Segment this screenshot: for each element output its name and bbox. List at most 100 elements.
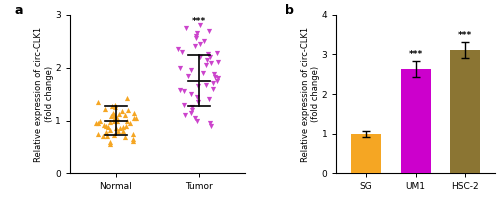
Point — [192, 116, 200, 120]
Text: a: a — [14, 4, 22, 17]
Bar — [401, 69, 430, 173]
Point — [121, 113, 129, 117]
Point — [198, 71, 206, 75]
Point — [118, 109, 126, 113]
Bar — [450, 50, 480, 173]
Point — [102, 130, 110, 134]
Point — [196, 24, 204, 27]
Point — [100, 135, 108, 138]
Point — [196, 55, 204, 59]
Point — [110, 119, 118, 122]
Point — [126, 121, 134, 125]
Point — [109, 111, 117, 114]
Point — [192, 34, 200, 37]
Point — [119, 129, 127, 133]
Point — [187, 92, 195, 96]
Point — [176, 88, 184, 92]
Point — [96, 119, 104, 122]
Text: ***: *** — [192, 17, 206, 26]
Point — [180, 103, 188, 106]
Point — [202, 63, 210, 67]
Point — [130, 116, 138, 120]
Point — [124, 97, 132, 100]
Point — [203, 58, 211, 61]
Point — [122, 124, 130, 127]
Point — [106, 143, 114, 146]
Point — [103, 135, 111, 138]
Point — [205, 29, 213, 32]
Point — [205, 98, 213, 101]
Point — [94, 100, 102, 104]
Text: b: b — [286, 4, 294, 17]
Point — [112, 118, 120, 121]
Point — [202, 83, 210, 86]
Point — [114, 112, 122, 116]
Point — [116, 127, 124, 130]
Point — [124, 108, 132, 112]
Point — [194, 100, 202, 104]
Point — [112, 106, 120, 109]
Point — [129, 137, 137, 141]
Text: ***: *** — [458, 31, 472, 40]
Point — [123, 119, 131, 122]
Point — [207, 124, 215, 127]
Point — [210, 82, 218, 85]
Point — [119, 125, 127, 129]
Point — [128, 132, 136, 135]
Text: ***: *** — [408, 50, 423, 59]
Point — [214, 76, 222, 80]
Point — [193, 32, 201, 35]
Point — [211, 75, 219, 79]
Point — [106, 128, 114, 132]
Point — [184, 74, 192, 77]
Point — [187, 69, 195, 72]
Point — [206, 55, 214, 59]
Y-axis label: Relative expression of circ-CLK1
(fold change): Relative expression of circ-CLK1 (fold c… — [300, 27, 320, 162]
Point — [112, 127, 120, 130]
Point — [110, 117, 118, 121]
Point — [106, 120, 114, 124]
Point — [188, 106, 196, 109]
Point — [208, 62, 216, 65]
Point — [128, 139, 136, 142]
Point — [194, 95, 202, 98]
Point — [94, 132, 102, 135]
Point — [112, 116, 120, 120]
Point — [114, 119, 122, 122]
Point — [180, 90, 188, 93]
Point — [100, 123, 108, 126]
Point — [196, 42, 204, 45]
Point — [106, 140, 114, 143]
Point — [130, 111, 138, 114]
Point — [92, 121, 100, 125]
Point — [102, 124, 110, 127]
Point — [192, 37, 200, 40]
Point — [186, 111, 194, 114]
Point — [210, 72, 218, 76]
Point — [206, 121, 214, 125]
Point — [178, 50, 186, 53]
Point — [214, 79, 222, 83]
Bar — [351, 134, 381, 173]
Point — [114, 129, 122, 133]
Point — [176, 66, 184, 69]
Point — [182, 26, 190, 29]
Point — [121, 136, 129, 139]
Point — [204, 53, 212, 56]
Point — [174, 47, 182, 51]
Point — [188, 108, 196, 112]
Point — [214, 61, 222, 64]
Point — [192, 119, 200, 122]
Point — [110, 113, 118, 117]
Point — [192, 45, 200, 48]
Point — [107, 115, 115, 118]
Y-axis label: Relative expression of circ-CLK1
(fold change): Relative expression of circ-CLK1 (fold c… — [34, 27, 54, 162]
Point — [209, 87, 217, 90]
Point — [104, 125, 112, 129]
Point — [100, 107, 108, 111]
Point — [200, 40, 208, 43]
Point — [181, 113, 189, 117]
Point — [110, 134, 118, 137]
Point — [213, 51, 221, 54]
Point — [108, 104, 116, 107]
